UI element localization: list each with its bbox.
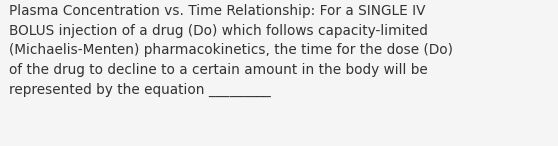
Text: Plasma Concentration vs. Time Relationship: For a SINGLE IV
BOLUS injection of a: Plasma Concentration vs. Time Relationsh… xyxy=(9,4,453,97)
